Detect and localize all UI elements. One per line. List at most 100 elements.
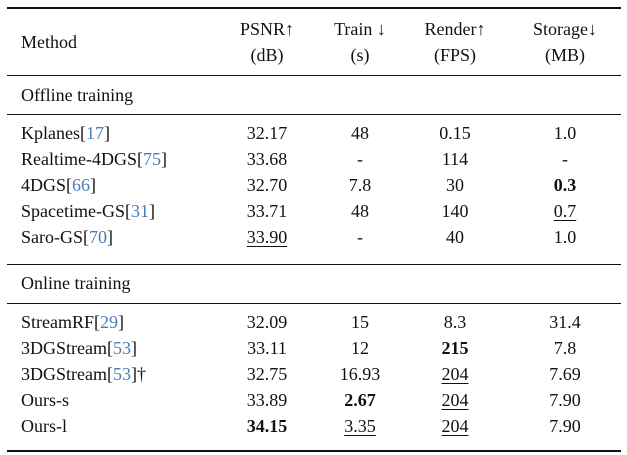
psnr-value: 32.17 <box>246 123 288 143</box>
header-psnr-unit: (dB) <box>250 45 284 65</box>
train-value: 16.93 <box>339 364 381 384</box>
storage-value: - <box>562 149 568 169</box>
train-value: 15 <box>351 312 369 332</box>
citation-link[interactable]: 75 <box>142 149 161 169</box>
storage-value: 7.90 <box>549 416 581 436</box>
group-rule <box>7 303 621 304</box>
dagger-mark: † <box>136 364 146 384</box>
train-value: 12 <box>351 338 369 358</box>
citation-link[interactable]: 29 <box>100 312 119 332</box>
bracket: [ <box>79 123 86 143</box>
train-value: 7.8 <box>348 175 372 195</box>
header-method: Method <box>21 32 77 52</box>
bracket: [ <box>106 338 113 358</box>
citation-link[interactable]: 31 <box>130 201 149 221</box>
bracket: ] <box>148 201 155 221</box>
bottom-rule <box>7 450 621 452</box>
storage-value: 7.69 <box>549 364 581 384</box>
header-train: Train ↓ <box>334 19 386 39</box>
method-label: 3DGStream <box>21 338 107 358</box>
storage-value: 0.7 <box>553 201 577 221</box>
bracket: [ <box>124 201 131 221</box>
method-label: 4DGS <box>21 175 67 195</box>
citation-link[interactable]: 70 <box>89 227 107 247</box>
header-render: Render↑ <box>424 19 486 39</box>
train-value: 48 <box>351 123 369 143</box>
storage-value: 1.0 <box>553 227 577 247</box>
method-name: 3DGStream[53]† <box>21 364 146 384</box>
render-value: 204 <box>441 416 469 436</box>
psnr-value: 33.71 <box>246 201 288 221</box>
psnr-value: 32.70 <box>246 175 288 195</box>
group-rule <box>7 264 621 265</box>
bracket: [ <box>136 149 143 169</box>
bracket: [ <box>106 364 113 384</box>
storage-value: 0.3 <box>553 175 577 195</box>
bracket: ] <box>130 338 137 358</box>
render-value: 40 <box>446 227 464 247</box>
storage-value: 31.4 <box>549 312 581 332</box>
bracket: ] <box>130 364 137 384</box>
method-name: Realtime-4DGS[75] <box>21 149 167 169</box>
bracket: ] <box>118 312 125 332</box>
group-label-offline: Offline training <box>21 85 134 105</box>
storage-value: 7.8 <box>553 338 577 358</box>
render-value: 8.3 <box>443 312 467 332</box>
citation-link[interactable]: 53 <box>112 338 131 358</box>
method-label: 3DGStream <box>21 364 107 384</box>
train-value: 48 <box>351 201 369 221</box>
method-label: Ours-l <box>21 416 67 436</box>
bracket: ] <box>107 227 113 247</box>
citation-link[interactable]: 17 <box>85 123 104 143</box>
method-label: Spacetime-GS <box>21 201 125 221</box>
train-value: - <box>357 227 363 247</box>
psnr-value: 32.75 <box>246 364 288 384</box>
bracket: ] <box>103 123 110 143</box>
method-label: Ours-s <box>21 390 69 410</box>
storage-value: 7.90 <box>549 390 581 410</box>
method-name: 3DGStream[53] <box>21 338 137 358</box>
bracket: ] <box>160 149 167 169</box>
psnr-value: 34.15 <box>246 416 288 436</box>
header-storage-unit: (MB) <box>545 45 585 65</box>
psnr-value: 32.09 <box>246 312 288 332</box>
train-value: 2.67 <box>344 390 376 410</box>
header-train-unit: (s) <box>350 45 370 65</box>
citation-link[interactable]: 66 <box>72 175 91 195</box>
bracket: [ <box>83 227 89 247</box>
method-name: Ours-l <box>21 416 67 436</box>
method-label: Kplanes <box>21 123 80 143</box>
method-label: Saro-GS <box>21 227 83 247</box>
train-value: - <box>357 149 363 169</box>
render-value: 30 <box>446 175 464 195</box>
top-rule <box>7 7 621 9</box>
bracket: [ <box>66 175 73 195</box>
render-value: 140 <box>441 201 469 221</box>
storage-value: 1.0 <box>553 123 577 143</box>
bracket: [ <box>94 312 101 332</box>
psnr-value: 33.89 <box>246 390 288 410</box>
method-name: Ours-s <box>21 390 69 410</box>
header-render-unit: (FPS) <box>433 45 477 65</box>
psnr-value: 33.11 <box>247 338 287 358</box>
method-name: Saro-GS[70] <box>21 227 113 247</box>
header-psnr: PSNR↑ <box>239 19 295 39</box>
method-label: StreamRF <box>21 312 95 332</box>
method-label: Realtime-4DGS <box>21 149 137 169</box>
train-value: 3.35 <box>344 416 376 436</box>
method-name: StreamRF[29] <box>21 312 124 332</box>
citation-link[interactable]: 53 <box>112 364 131 384</box>
render-value: 215 <box>441 338 469 358</box>
group-label-online: Online training <box>21 273 131 293</box>
render-value: 204 <box>441 390 469 410</box>
method-name: 4DGS[66] <box>21 175 96 195</box>
render-value: 114 <box>441 149 469 169</box>
render-value: 204 <box>441 364 469 384</box>
header-storage: Storage↓ <box>533 19 597 39</box>
header-rule <box>7 75 621 76</box>
psnr-value: 33.68 <box>246 149 288 169</box>
method-name: Spacetime-GS[31] <box>21 201 155 221</box>
psnr-value: 33.90 <box>246 227 288 247</box>
render-value: 0.15 <box>439 123 471 143</box>
method-name: Kplanes[17] <box>21 123 110 143</box>
